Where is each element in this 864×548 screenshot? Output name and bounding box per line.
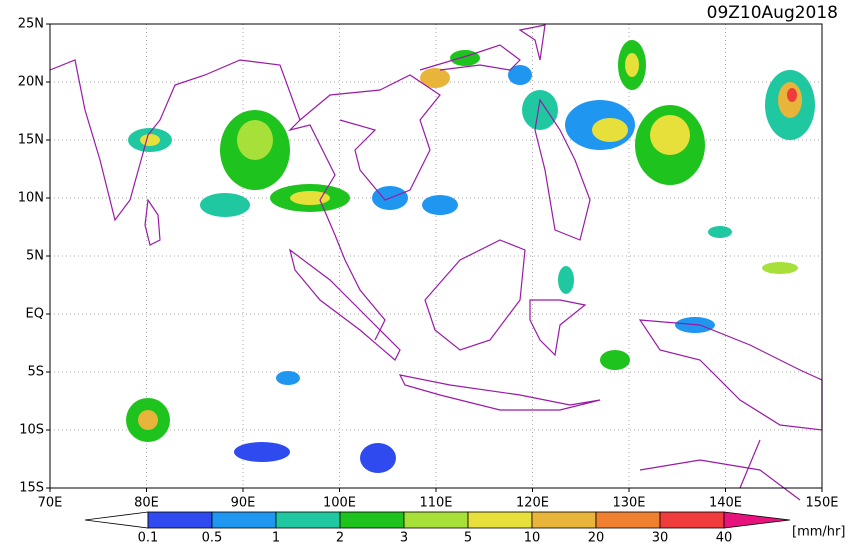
colorbar-label: 0.1 <box>138 531 159 545</box>
precipitation <box>126 40 815 473</box>
colorbar-box <box>339 511 405 529</box>
lat-label: 10S <box>19 423 44 438</box>
colorbar-box <box>595 511 661 529</box>
colorbar-label: 30 <box>652 531 669 545</box>
colorbar-label: 0.5 <box>202 531 223 545</box>
lat-label: 5N <box>26 249 44 264</box>
lat-label: 20N <box>18 75 44 90</box>
lon-label: 80E <box>134 496 159 511</box>
colorbar-label: 2 <box>336 531 344 545</box>
colorbar-label: 40 <box>716 531 733 545</box>
colorbar-box <box>531 511 597 529</box>
lat-label: EQ <box>26 307 44 322</box>
lat-label: 25N <box>18 17 44 32</box>
lon-label: 130E <box>612 496 645 511</box>
colorbar-box <box>147 511 213 529</box>
colorbar-label: 20 <box>588 531 605 545</box>
lon-label: 120E <box>516 496 549 511</box>
lat-label: 15S <box>19 481 44 496</box>
colorbar-label: 3 <box>400 531 408 545</box>
lat-label: 10N <box>18 191 44 206</box>
colorbar-box <box>467 511 533 529</box>
grid <box>50 24 822 488</box>
colorbar-triangle <box>723 511 791 529</box>
title: 09Z10Aug2018 <box>707 3 838 23</box>
lon-label: 100E <box>323 496 356 511</box>
colorbar-box <box>659 511 725 529</box>
colorbar-box <box>275 511 341 529</box>
colorbar-box <box>403 511 469 529</box>
lon-label: 150E <box>805 496 838 511</box>
colorbar: 0.1 0.5 1 2 3 5 10 20 30 40 [mm/hr] <box>84 511 845 546</box>
colorbar-label: 1 <box>272 531 280 545</box>
lon-label: 90E <box>231 496 256 511</box>
lon-label: 140E <box>709 496 742 511</box>
colorbar-box <box>211 511 277 529</box>
coastlines <box>49 24 823 501</box>
colorbar-label: 10 <box>524 531 541 545</box>
lon-label: 110E <box>419 496 452 511</box>
lat-label: 15N <box>18 133 44 148</box>
lat-label: 5S <box>27 365 44 380</box>
colorbar-label: 5 <box>464 531 472 545</box>
lon-label: 70E <box>38 496 63 511</box>
colorbar-unit: [mm/hr] <box>792 525 845 540</box>
